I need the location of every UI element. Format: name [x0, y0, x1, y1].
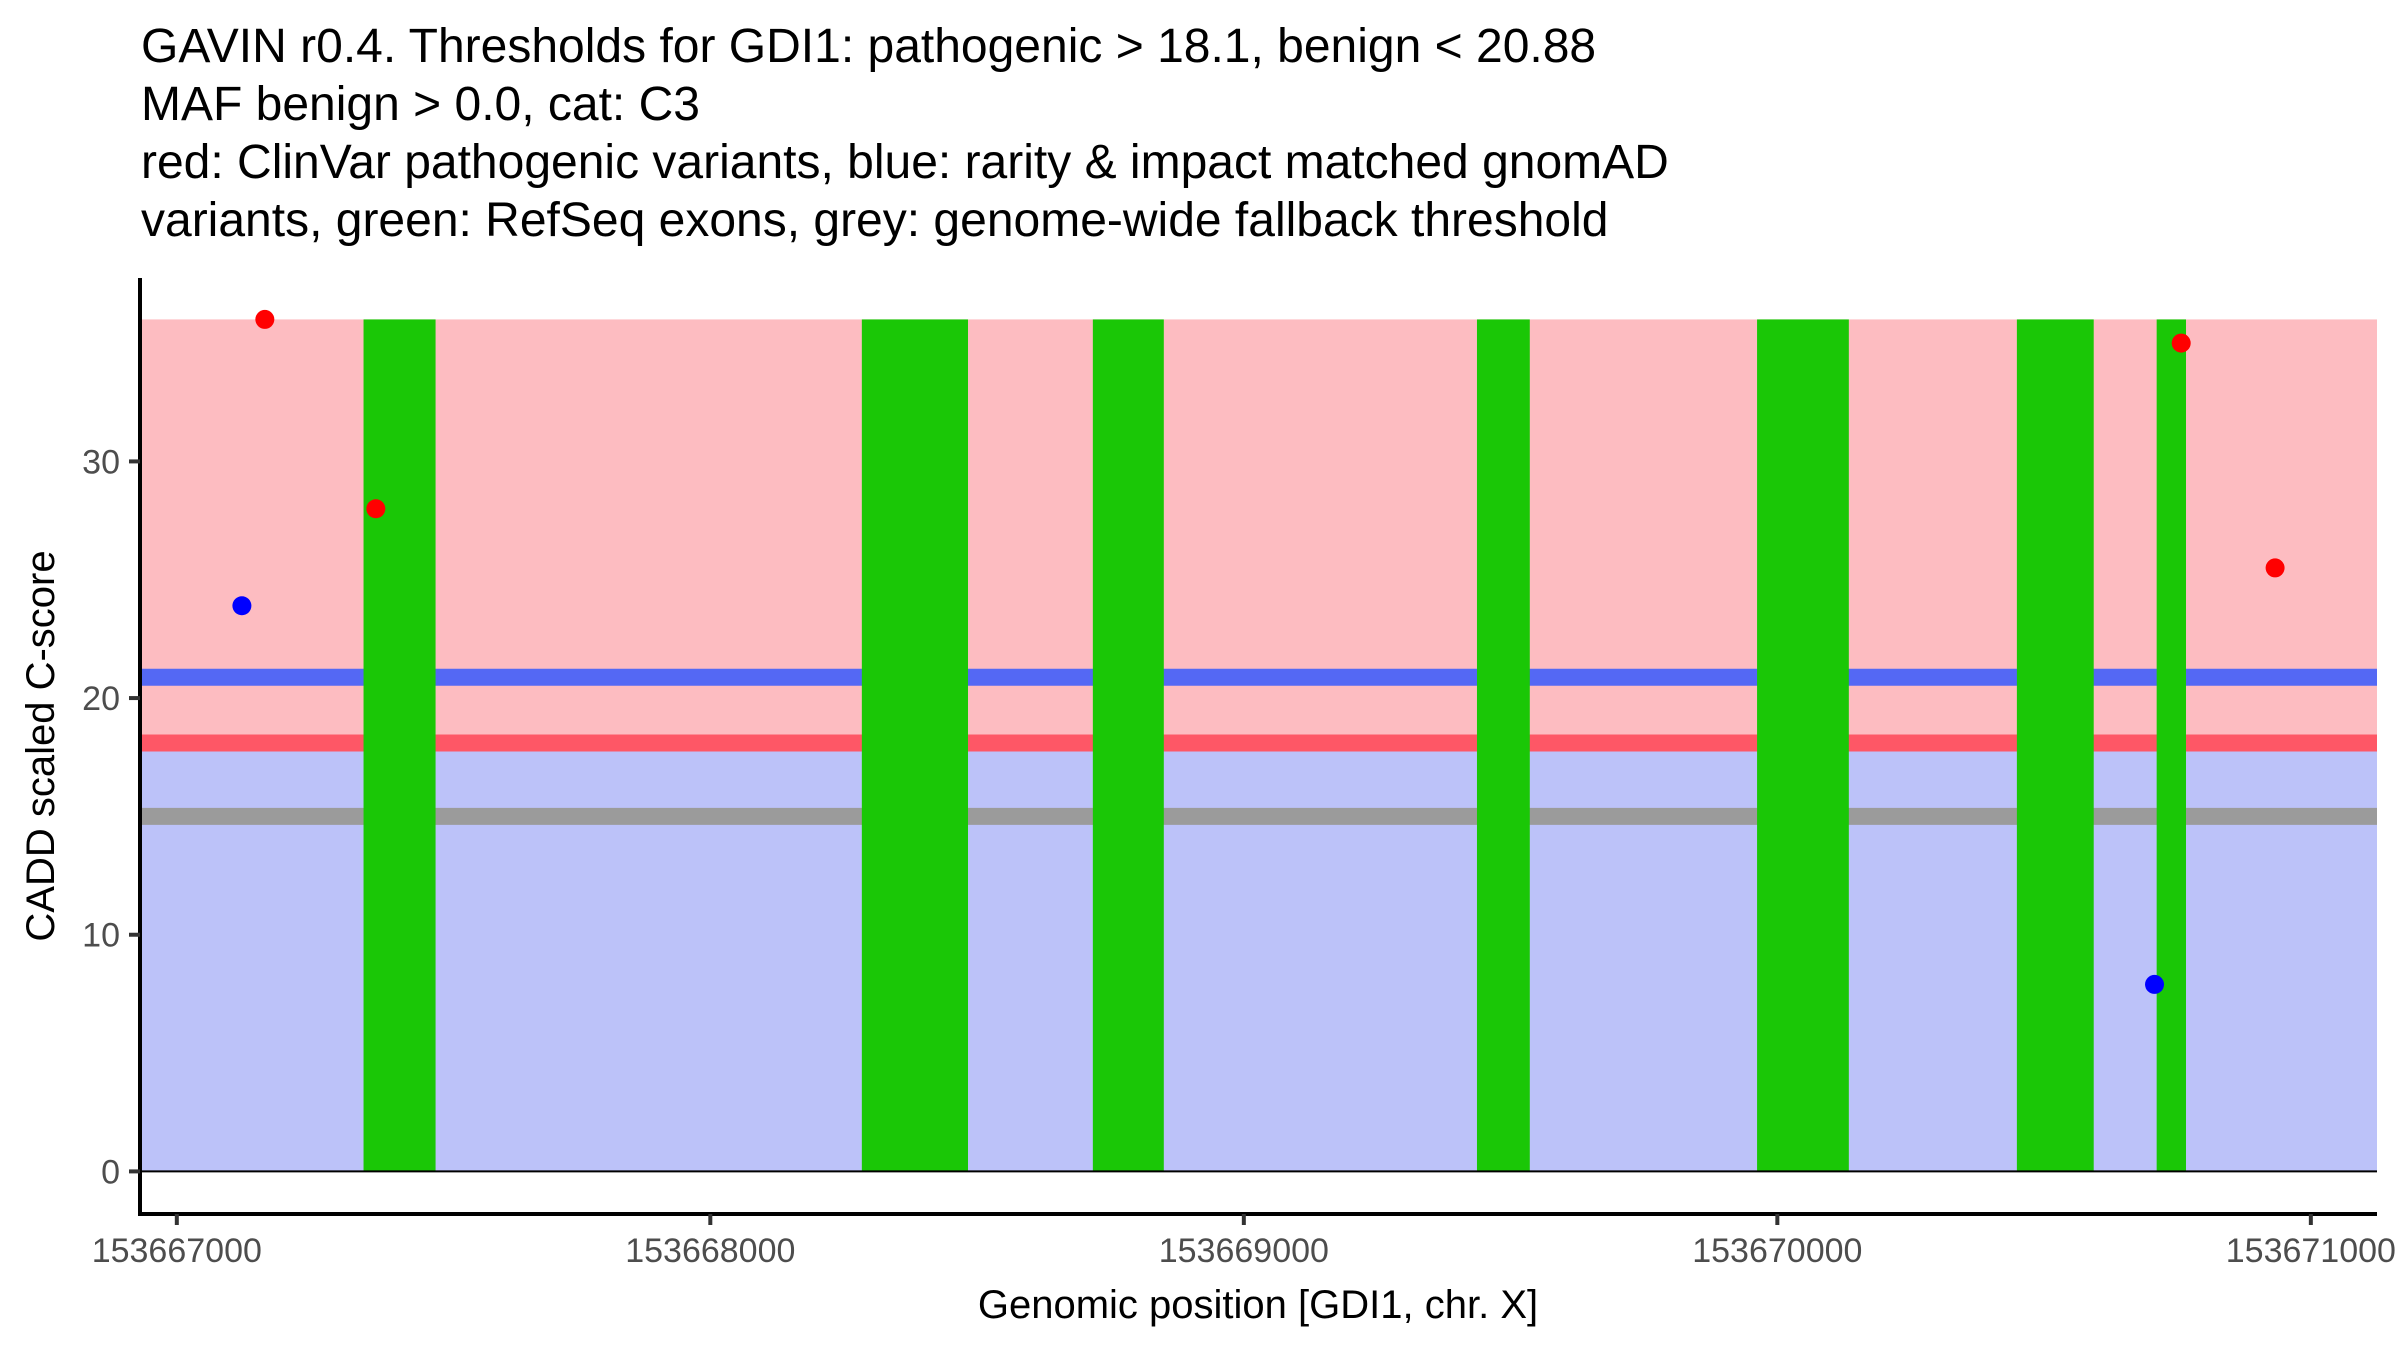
y-ticks: 0 10 20 30	[82, 443, 140, 1191]
title-line-3: red: ClinVar pathogenic variants, blue: …	[141, 136, 1669, 189]
title-line-2: MAF benign > 0.0, cat: C3	[141, 78, 700, 131]
x-tick-label: 153670000	[1692, 1232, 1862, 1270]
exon-bar	[2156, 319, 2187, 1172]
clinvar-point	[2171, 333, 2191, 353]
y-tick-label: 0	[101, 1153, 120, 1191]
y-axis-title: CADD scaled C-score	[19, 550, 63, 941]
exon-bar	[363, 319, 436, 1172]
exon-bar	[1092, 319, 1164, 1172]
plot-panel	[140, 309, 2377, 1173]
exon-bars	[363, 319, 2187, 1172]
title-line-4: variants, green: RefSeq exons, grey: gen…	[141, 194, 1608, 247]
variant-points	[232, 309, 2285, 994]
threshold-lines	[142, 668, 2377, 825]
x-tick-label: 153668000	[625, 1232, 795, 1270]
x-tick-label: 153671000	[2226, 1232, 2396, 1270]
clinvar-point	[2265, 558, 2285, 578]
plot-title: GAVIN r0.4. Thresholds for GDI1: pathoge…	[141, 20, 1669, 247]
x-ticks: 153667000 153668000 153669000 153670000 1536…	[92, 1214, 2396, 1270]
y-tick-label: 30	[82, 443, 120, 481]
axes: 153667000 153668000 153669000 153670000 1536…	[82, 278, 2396, 1270]
clinvar-point	[255, 309, 275, 329]
x-tick-label: 153669000	[1159, 1232, 1329, 1270]
clinvar-point	[366, 499, 386, 519]
exon-bar	[861, 319, 969, 1172]
gnomad-point	[232, 596, 252, 616]
exon-bar	[1757, 319, 1849, 1172]
x-tick-label: 153667000	[92, 1232, 262, 1270]
x-axis-title: Genomic position [GDI1, chr. X]	[978, 1283, 1538, 1327]
title-line-1: GAVIN r0.4. Thresholds for GDI1: pathoge…	[141, 20, 1596, 73]
exon-bar	[1476, 319, 1530, 1172]
exon-bar	[2016, 319, 2094, 1172]
gnomad-point	[2145, 974, 2165, 994]
y-tick-label: 20	[82, 680, 120, 718]
y-tick-label: 10	[82, 917, 120, 955]
